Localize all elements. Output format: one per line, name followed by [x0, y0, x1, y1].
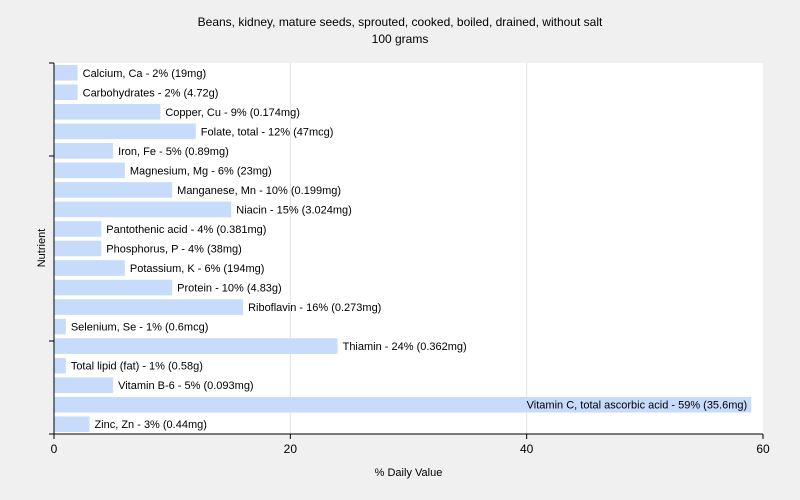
bar-label: Magnesium, Mg - 6% (23mg): [130, 165, 272, 177]
bar-label: Zinc, Zn - 3% (0.44mg): [94, 419, 206, 431]
bar: [54, 221, 102, 237]
bar: [54, 338, 338, 354]
bar: [54, 143, 114, 159]
bar-label: Vitamin C, total ascorbic acid - 59% (35…: [527, 400, 748, 412]
bar-label: Total lipid (fat) - 1% (0.58g): [71, 361, 203, 373]
bar-label: Manganese, Mn - 10% (0.199mg): [177, 185, 341, 197]
bar: [54, 201, 232, 218]
bar: [54, 357, 66, 374]
bar-label: Niacin - 15% (3.024mg): [236, 204, 352, 216]
x-tick-label: 20: [284, 442, 298, 456]
bar: [54, 416, 90, 433]
bar: [54, 396, 752, 413]
bar: [54, 84, 78, 101]
bar-label: Pantothenic acid - 4% (0.381mg): [106, 224, 266, 236]
bar-label: Folate, total - 12% (47mcg): [201, 126, 334, 138]
bar: [54, 318, 66, 335]
bar-label: Selenium, Se - 1% (0.6mcg): [71, 322, 209, 334]
chart-subtitle: 100 grams: [371, 32, 429, 46]
x-tick-label: 40: [520, 442, 534, 456]
bar: [54, 123, 196, 140]
x-axis-title: % Daily Value: [375, 467, 443, 479]
y-axis-title: Nutrient: [36, 229, 48, 268]
bar: [54, 64, 78, 81]
bar-label: Thiamin - 24% (0.362mg): [343, 341, 467, 353]
chart-title: Beans, kidney, mature seeds, sprouted, c…: [197, 15, 603, 29]
bar-label: Vitamin B-6 - 5% (0.093mg): [118, 380, 254, 392]
bar-label: Phosphorus, P - 4% (38mg): [106, 244, 242, 256]
bar-label: Copper, Cu - 9% (0.174mg): [165, 107, 300, 119]
bar: [54, 377, 114, 393]
bar-label: Potassium, K - 6% (194mg): [130, 263, 265, 275]
bar-label: Protein - 10% (4.83g): [177, 283, 282, 295]
bar: [54, 260, 125, 276]
bar: [54, 299, 244, 315]
bar: [54, 240, 102, 257]
bar: [54, 104, 161, 120]
x-tick-label: 60: [756, 442, 770, 456]
bar-label: Iron, Fe - 5% (0.89mg): [118, 146, 229, 158]
bar: [54, 279, 173, 296]
x-tick-label: 0: [51, 442, 58, 456]
bar-label: Calcium, Ca - 2% (19mg): [83, 68, 206, 80]
bar: [54, 162, 125, 179]
bar: [54, 182, 173, 198]
bar-label: Riboflavin - 16% (0.273mg): [248, 302, 381, 314]
bar-label: Carbohydrates - 2% (4.72g): [83, 87, 219, 99]
